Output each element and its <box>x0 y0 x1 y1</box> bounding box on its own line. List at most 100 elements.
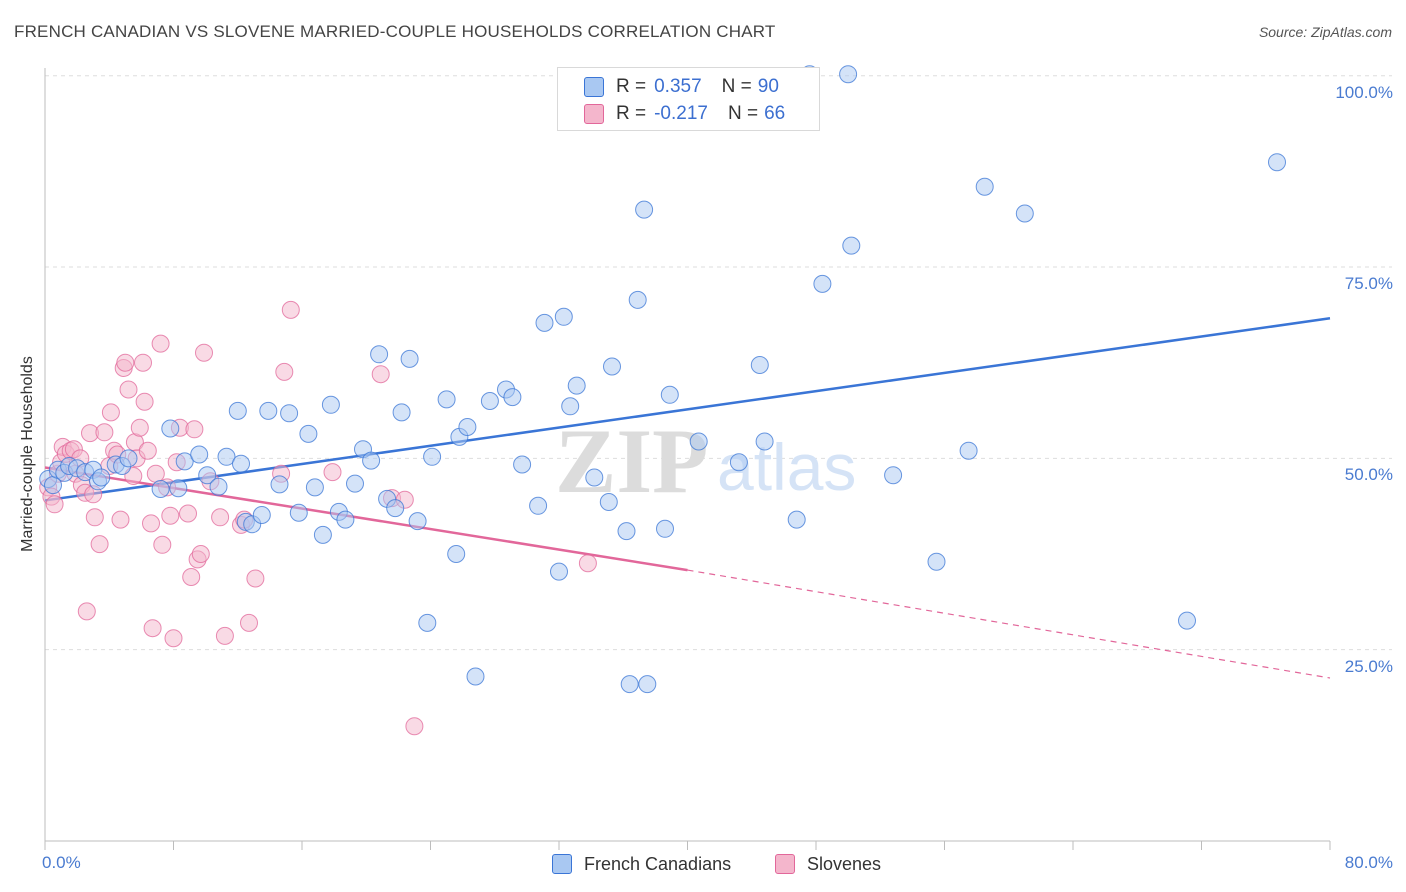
legend-r-value: 0.357 <box>654 76 702 97</box>
slovene-point <box>151 334 170 353</box>
french-canadian-point <box>513 455 532 474</box>
french-canadian-point <box>299 424 318 443</box>
x-tick-label-min: 0.0% <box>42 853 81 872</box>
french-canadian-point <box>689 432 708 451</box>
correlation-legend: R = 0.357 N = 90 R = -0.217 N = 66 <box>557 67 820 131</box>
slovene-point <box>164 629 183 648</box>
french-canadian-point <box>252 506 271 524</box>
french-canadian-point <box>660 385 679 404</box>
slovene-point <box>191 545 210 563</box>
french-canadian-point <box>458 418 477 436</box>
french-canadian-point <box>423 447 442 466</box>
french-canadian-point <box>813 274 832 293</box>
french-canadian-point <box>386 499 405 518</box>
french-canadian-point <box>603 357 621 376</box>
french-canadian-point <box>400 349 419 368</box>
slovene-point <box>95 423 114 442</box>
watermark-zip: ZIP <box>555 410 708 512</box>
chart-source: Source: ZipAtlas.com <box>1258 24 1392 40</box>
french-canadian-point <box>750 356 769 374</box>
slovene-point <box>275 362 294 381</box>
slovene-point <box>215 626 234 645</box>
french-canadian-point <box>392 403 411 422</box>
slovene-point <box>130 418 149 437</box>
legend-n-label: N = <box>721 76 752 97</box>
legend-swatch-blue <box>584 77 604 97</box>
legend-row-french-canadians: R = 0.357 N = 90 <box>616 76 779 98</box>
legend-n-value: 90 <box>757 76 779 97</box>
watermark: ZIP atlas <box>555 410 856 512</box>
legend-swatch-pink <box>584 104 604 124</box>
french-canadian-point <box>289 503 308 522</box>
french-canadian-point <box>628 290 647 309</box>
slovene-point <box>143 619 162 638</box>
slovene-point <box>111 510 130 529</box>
y-tick-label: 75.0% <box>1344 274 1393 294</box>
french-canadian-point <box>362 451 381 470</box>
chart-title: FRENCH CANADIAN VS SLOVENE MARRIED-COUPL… <box>14 22 776 41</box>
slovene-point <box>323 463 342 482</box>
french-canadian-point <box>617 522 636 541</box>
french-canadian-point <box>217 447 236 466</box>
slovene-point <box>240 613 258 632</box>
legend-r-label: R = <box>616 103 647 124</box>
french-canadian-point <box>437 390 456 409</box>
french-canadian-point <box>554 307 573 326</box>
french-canadian-point <box>408 512 427 531</box>
french-canadian-point <box>305 478 324 497</box>
grid-lines <box>45 75 1392 651</box>
slovene-point <box>116 353 135 372</box>
french-canadian-point <box>466 667 485 686</box>
slovene-trend-line <box>44 466 688 572</box>
slovene-point <box>281 300 300 319</box>
legend-n-label: N = <box>727 103 759 124</box>
french-canadian-point <box>259 401 278 420</box>
french-canadian-point <box>599 493 618 511</box>
french-canadian-point <box>232 454 250 473</box>
french-canadian-point <box>1178 611 1196 630</box>
series-label-french-canadians: French Canadians <box>584 853 732 874</box>
slovene-point <box>371 365 390 384</box>
french-canadian-point <box>1015 204 1034 223</box>
french-canadian-point <box>175 452 194 471</box>
french-canadian-point <box>585 468 604 487</box>
french-canadian-point <box>638 675 657 694</box>
series-swatch-blue <box>552 854 572 874</box>
french-canadian-point <box>418 613 437 632</box>
french-canadian-point <box>92 468 111 487</box>
french-canadian-point <box>567 376 586 395</box>
french-canadian-point <box>151 480 170 498</box>
series-legend-french-canadians: French Canadians <box>552 852 731 876</box>
slovene-point <box>578 554 597 573</box>
french-canadian-point <box>635 200 654 219</box>
slovene-point <box>405 717 424 736</box>
french-canadian-point <box>270 475 289 494</box>
french-canadian-point <box>529 496 548 515</box>
slovene-point <box>161 506 180 525</box>
slovene-point <box>146 464 165 483</box>
slovene-point <box>211 508 230 527</box>
french-canadian-point <box>787 510 806 529</box>
french-canadian-point <box>839 65 858 84</box>
french-canadian-point <box>755 432 774 451</box>
french-canadian-point <box>336 510 355 529</box>
slovene-point <box>77 602 96 621</box>
french-canadian-point <box>975 177 994 196</box>
french-canadian-point <box>198 466 217 485</box>
trend-lines <box>44 317 1331 679</box>
series-label-slovenes: Slovenes <box>807 853 882 874</box>
slovene-point <box>142 514 160 533</box>
slovene-point <box>135 392 154 411</box>
slovene-point <box>179 504 197 523</box>
legend-r-label: R = <box>616 76 647 97</box>
slovene-point <box>90 535 109 554</box>
slovene-point <box>85 508 104 527</box>
french-canadian-point <box>447 545 466 563</box>
slovene-point <box>182 568 201 586</box>
slovene-point <box>134 353 152 372</box>
slovene-point <box>124 467 143 485</box>
slovene-point <box>138 441 157 460</box>
legend-r-value: -0.217 <box>654 103 708 124</box>
slovene-trend-extension <box>687 569 1331 679</box>
